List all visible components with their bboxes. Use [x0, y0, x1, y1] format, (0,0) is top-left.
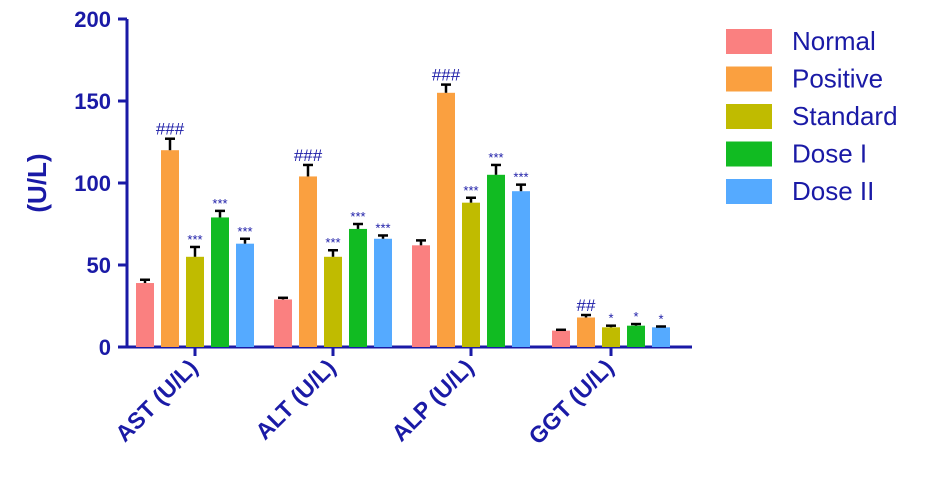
- x-tick-label: ALP (U/L): [386, 354, 478, 446]
- significance-label: ***: [463, 183, 478, 198]
- y-tick-label: 0: [99, 335, 111, 360]
- significance-label: ***: [237, 224, 252, 239]
- x-tick-label: AST (U/L): [110, 354, 202, 446]
- legend-label-standard: Standard: [792, 101, 898, 131]
- significance-label: ***: [325, 235, 340, 250]
- bar-dose-ii-1: [374, 238, 392, 347]
- significance-label: ###: [294, 146, 323, 165]
- y-tick-label: 150: [74, 89, 111, 114]
- legend-swatch-positive: [726, 66, 772, 92]
- bar-normal-3: [552, 330, 570, 347]
- x-tick-label: GGT (U/L): [523, 354, 618, 449]
- bar-positive-1: [299, 176, 317, 347]
- legend-label-dose-i: Dose I: [792, 139, 867, 169]
- bar-positive-0: [161, 150, 179, 347]
- y-tick-label: 50: [87, 253, 111, 278]
- bar-dose-i-0: [211, 217, 229, 347]
- x-tick-label: ALT (U/L): [250, 354, 340, 444]
- bar-normal-2: [412, 245, 430, 347]
- bar-dose-i-1: [349, 228, 367, 347]
- significance-label: *: [633, 309, 638, 324]
- bar-standard-0: [186, 256, 204, 347]
- bar-dose-ii-0: [236, 243, 254, 347]
- bar-standard-3: [602, 327, 620, 347]
- bar-dose-i-2: [487, 174, 505, 347]
- significance-label: ***: [212, 196, 227, 211]
- significance-label: ###: [156, 120, 185, 139]
- y-tick-label: 100: [74, 171, 111, 196]
- bar-standard-1: [324, 256, 342, 347]
- bar-normal-0: [136, 283, 154, 347]
- significance-label: ***: [513, 170, 528, 185]
- significance-label: *: [658, 312, 663, 327]
- bar-positive-2: [437, 92, 455, 347]
- bar-normal-1: [274, 299, 292, 347]
- significance-label: ***: [187, 232, 202, 247]
- legend-label-normal: Normal: [792, 26, 876, 56]
- significance-label: ***: [350, 209, 365, 224]
- bar-standard-2: [462, 202, 480, 347]
- y-tick-label: 200: [74, 7, 111, 32]
- legend-swatch-dose-i: [726, 141, 772, 167]
- legend-label-positive: Positive: [792, 64, 883, 94]
- significance-label: *: [608, 311, 613, 326]
- bar-dose-ii-3: [652, 327, 670, 347]
- legend-swatch-standard: [726, 104, 772, 129]
- legend-swatch-dose-ii: [726, 179, 772, 204]
- y-axis-label: (U/L): [22, 153, 52, 212]
- bar-dose-ii-2: [512, 191, 530, 347]
- bar-positive-3: [577, 317, 595, 347]
- significance-label: ***: [375, 220, 390, 235]
- significance-label: ***: [488, 150, 503, 165]
- bar-dose-i-3: [627, 325, 645, 347]
- legend-label-dose-ii: Dose II: [792, 176, 874, 206]
- significance-label: ##: [577, 296, 596, 315]
- legend-swatch-normal: [726, 29, 772, 54]
- significance-label: ###: [432, 66, 461, 85]
